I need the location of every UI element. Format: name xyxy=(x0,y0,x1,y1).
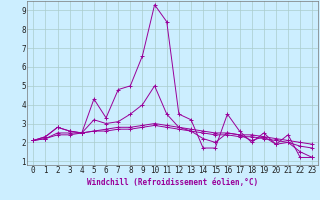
X-axis label: Windchill (Refroidissement éolien,°C): Windchill (Refroidissement éolien,°C) xyxy=(87,178,258,187)
